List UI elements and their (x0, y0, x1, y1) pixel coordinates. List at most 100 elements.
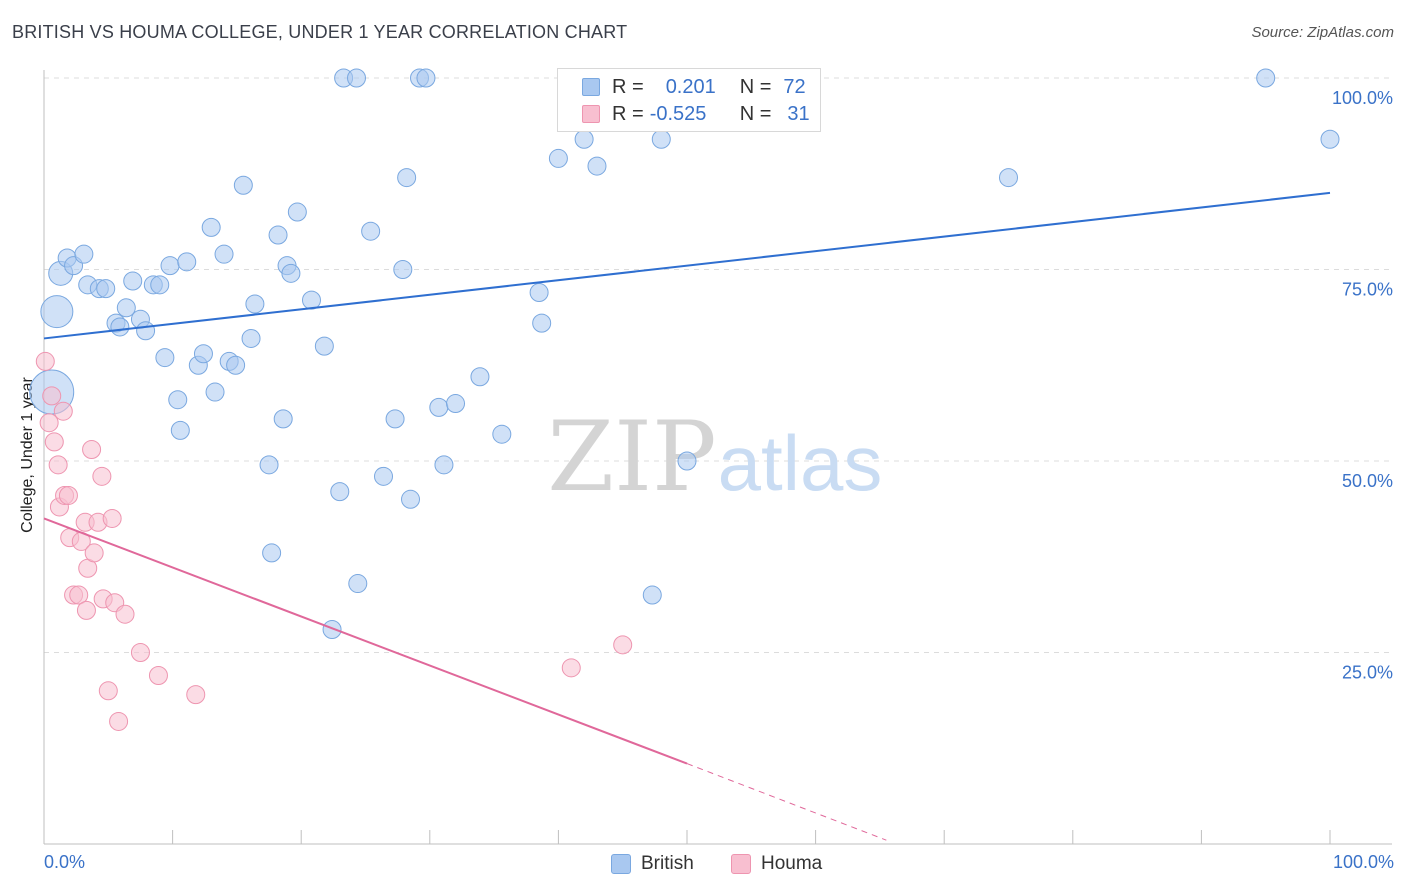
n-value: 31 (787, 102, 810, 125)
british-point (416, 68, 436, 88)
y-tick-label: 25.0% (1342, 663, 1393, 683)
x-tick-label-max: 100.0% (1332, 852, 1394, 872)
y-tick-label: 100.0% (1332, 88, 1393, 108)
houma-point (102, 508, 122, 528)
british-point (116, 298, 136, 318)
british-point (74, 244, 94, 264)
houma-point (561, 658, 581, 678)
british-point (470, 367, 490, 387)
british-point (1256, 68, 1276, 88)
r-value: -0.525 (649, 102, 707, 125)
houma-point (53, 401, 73, 421)
british-point (170, 420, 190, 440)
british-point (346, 68, 366, 88)
r-value: 0.201 (665, 75, 716, 98)
y-tick-label: 50.0% (1342, 471, 1393, 491)
r-label: R = (612, 102, 644, 125)
houma-point (130, 643, 150, 662)
british-point (574, 129, 594, 149)
british-point (177, 252, 197, 272)
british-point (651, 129, 671, 149)
british-point (273, 409, 293, 429)
n-value: 72 (783, 75, 806, 98)
british-point (587, 156, 607, 176)
british-swatch (582, 78, 600, 96)
houma-point (148, 665, 168, 685)
british-point (385, 409, 405, 429)
chart-title: BRITISH VS HOUMA COLLEGE, UNDER 1 YEAR C… (12, 22, 628, 42)
y-tick-labels: 100.0% 75.0% 50.0% 25.0% (1332, 88, 1393, 683)
houma-point (76, 600, 96, 620)
n-label: N = (739, 102, 772, 125)
british-swatch (611, 854, 631, 874)
british-point (548, 148, 568, 168)
houma-point (186, 685, 206, 705)
british-point (532, 313, 552, 333)
british-point (205, 382, 225, 402)
correlation-legend: R = 0.201 N = 72 R = -0.525 N = 31 (557, 68, 821, 132)
watermark: ZIP atlas (547, 401, 882, 513)
british-point (168, 390, 188, 410)
british-point (301, 290, 321, 310)
houma-point (44, 432, 64, 452)
n-label: N = (739, 75, 772, 98)
houma-point (42, 386, 62, 406)
british-point (110, 317, 130, 337)
british-point (330, 482, 350, 502)
british-point (287, 202, 307, 222)
houma-point (35, 351, 55, 371)
british-point (245, 294, 265, 314)
source-label: Source: ZipAtlas.com (1251, 24, 1394, 41)
british-point (150, 275, 170, 295)
r-label: R = (612, 75, 644, 98)
trend-lines (43, 191, 1331, 841)
houma-point (109, 711, 129, 731)
legend-item-british[interactable]: British (611, 852, 694, 876)
british-point (677, 451, 697, 471)
british-point (136, 321, 156, 341)
british-point (281, 263, 301, 283)
legend-item-houma[interactable]: Houma (731, 852, 822, 876)
british-point (268, 225, 288, 245)
british-point (214, 244, 234, 264)
british-point (155, 348, 175, 368)
british-point (446, 394, 466, 414)
british-point (226, 355, 246, 375)
british-point (348, 574, 368, 594)
grid-lines (44, 77, 1392, 653)
british-point (314, 336, 334, 356)
british-point (233, 175, 253, 195)
houma-point (92, 466, 112, 486)
legend-label: Houma (761, 853, 823, 874)
british-point (374, 466, 394, 486)
british-point (434, 455, 454, 475)
houma-trend-extension (686, 763, 887, 841)
y-tick-label: 75.0% (1342, 280, 1393, 300)
british-point (397, 168, 417, 188)
houma-point (69, 585, 89, 605)
british-point (361, 221, 381, 241)
british-point (529, 282, 549, 302)
british-trend-line (43, 191, 1331, 340)
british-point (393, 260, 413, 279)
british-point (201, 217, 221, 237)
legend-label: British (641, 853, 694, 874)
axes (43, 70, 1392, 845)
houma-trend-line (43, 517, 688, 765)
houma-point (84, 543, 104, 563)
british-point (401, 489, 421, 509)
british-point (262, 543, 282, 563)
houma-swatch (582, 105, 600, 123)
british-point (193, 344, 213, 364)
legend-row-houma: R = -0.525 N = 31 (582, 102, 810, 126)
houma-point (613, 635, 633, 655)
british-points (29, 68, 1340, 640)
british-point (492, 424, 512, 444)
british-point (123, 271, 143, 291)
houma-points (35, 351, 633, 731)
british-point (160, 256, 180, 276)
british-point (322, 620, 342, 640)
british-point (40, 295, 74, 329)
british-point (241, 328, 261, 348)
x-tick-label-min: 0.0% (44, 852, 86, 872)
